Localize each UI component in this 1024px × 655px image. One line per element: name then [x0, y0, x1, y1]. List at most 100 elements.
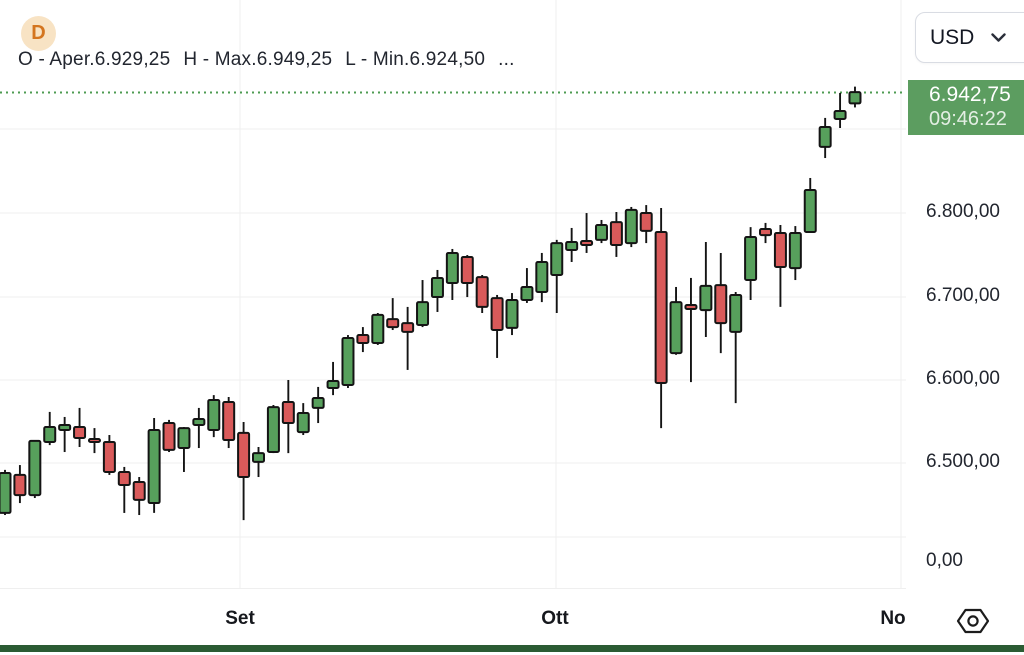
candle-body: [162, 422, 176, 451]
candle-body: [714, 284, 728, 325]
candle-body: [639, 212, 653, 232]
candle[interactable]: [266, 404, 280, 454]
candle[interactable]: [445, 248, 459, 300]
candle[interactable]: [565, 227, 579, 262]
legend-more[interactable]: ...: [498, 49, 515, 70]
legend-open: O - Aper.6.929,25: [18, 49, 171, 70]
candle[interactable]: [818, 117, 832, 159]
candle[interactable]: [654, 208, 668, 429]
candle-body: [594, 224, 608, 241]
candle-body: [729, 293, 743, 333]
price-axis-label: 0,00: [926, 550, 963, 571]
candle-body: [281, 401, 295, 425]
candle[interactable]: [788, 226, 802, 281]
timeframe-badge[interactable]: D: [21, 16, 56, 51]
candle-body: [87, 438, 101, 444]
candle[interactable]: [624, 206, 638, 248]
time-axis-label: Set: [225, 608, 255, 629]
candle[interactable]: [714, 252, 728, 354]
candle[interactable]: [580, 213, 594, 253]
candle[interactable]: [281, 380, 295, 454]
candle[interactable]: [222, 397, 236, 449]
time-axis-label: No: [880, 608, 906, 629]
candle[interactable]: [684, 277, 698, 383]
candle[interactable]: [505, 293, 519, 336]
candle[interactable]: [237, 422, 251, 521]
candle-body: [386, 318, 400, 329]
price-axis-label: 6.800,00: [926, 201, 1000, 222]
candle[interactable]: [0, 469, 12, 516]
candle-body: [430, 276, 444, 299]
candle[interactable]: [73, 407, 87, 447]
candle[interactable]: [296, 403, 310, 436]
candle-body: [803, 188, 817, 233]
candle-body: [326, 380, 340, 389]
candle[interactable]: [102, 435, 116, 475]
candle-body: [28, 439, 42, 497]
candle[interactable]: [147, 418, 161, 513]
candle[interactable]: [326, 361, 340, 396]
candle[interactable]: [371, 313, 385, 345]
candle[interactable]: [744, 227, 758, 300]
ohlc-legend[interactable]: O - Aper.6.929,25 H - Max.6.949,25 L - M…: [18, 49, 515, 71]
candle[interactable]: [43, 411, 57, 446]
candlestick-chart-canvas[interactable]: [0, 0, 906, 592]
candle[interactable]: [430, 269, 444, 312]
candle[interactable]: [773, 225, 787, 307]
candle[interactable]: [117, 466, 131, 513]
candle[interactable]: [207, 395, 221, 438]
candle[interactable]: [669, 286, 683, 355]
candle-body: [460, 255, 474, 284]
candle[interactable]: [594, 219, 608, 244]
candle[interactable]: [609, 212, 623, 257]
currency-select[interactable]: USD: [915, 12, 1024, 63]
candle[interactable]: [759, 222, 773, 244]
candle-body: [43, 426, 57, 443]
candle-body: [73, 426, 87, 439]
candle-body: [520, 285, 534, 301]
last-price-value: 6.942,75: [929, 83, 1011, 107]
candle-body: [341, 337, 355, 387]
chart-settings-icon[interactable]: [956, 606, 990, 641]
candle[interactable]: [460, 255, 474, 298]
candle-body: [550, 242, 564, 277]
candle-body: [58, 423, 72, 431]
candle[interactable]: [311, 386, 325, 424]
candle[interactable]: [416, 280, 430, 328]
candle[interactable]: [162, 419, 176, 453]
candle[interactable]: [848, 86, 862, 108]
candle[interactable]: [192, 407, 206, 449]
candle[interactable]: [28, 439, 42, 499]
candle[interactable]: [833, 92, 847, 128]
candle-body: [147, 428, 161, 505]
candle[interactable]: [520, 268, 534, 303]
candle[interactable]: [252, 446, 266, 478]
last-price-badge[interactable]: 6.942,75 09:46:22: [908, 80, 1024, 135]
candle[interactable]: [58, 416, 72, 453]
candle[interactable]: [356, 327, 370, 353]
candle-body: [371, 313, 385, 345]
candle[interactable]: [475, 275, 489, 314]
candle[interactable]: [639, 205, 653, 244]
candle-body: [684, 304, 698, 311]
last-price-time: 09:46:22: [929, 108, 1007, 131]
candle[interactable]: [386, 298, 400, 331]
candle[interactable]: [729, 292, 743, 404]
candle[interactable]: [401, 306, 415, 370]
candle[interactable]: [13, 465, 27, 504]
candle[interactable]: [177, 427, 191, 472]
candle-body: [192, 418, 206, 426]
candle[interactable]: [550, 239, 564, 314]
candle[interactable]: [341, 335, 355, 388]
candle[interactable]: [132, 477, 146, 516]
candle-body: [773, 232, 787, 269]
candle-body: [117, 470, 131, 487]
candle[interactable]: [87, 428, 101, 454]
candle[interactable]: [699, 242, 713, 337]
candle[interactable]: [803, 177, 817, 233]
candle-body: [445, 251, 459, 284]
candle-body: [609, 221, 623, 246]
candle-body: [177, 427, 191, 450]
candle[interactable]: [535, 252, 549, 303]
candle[interactable]: [490, 294, 504, 358]
